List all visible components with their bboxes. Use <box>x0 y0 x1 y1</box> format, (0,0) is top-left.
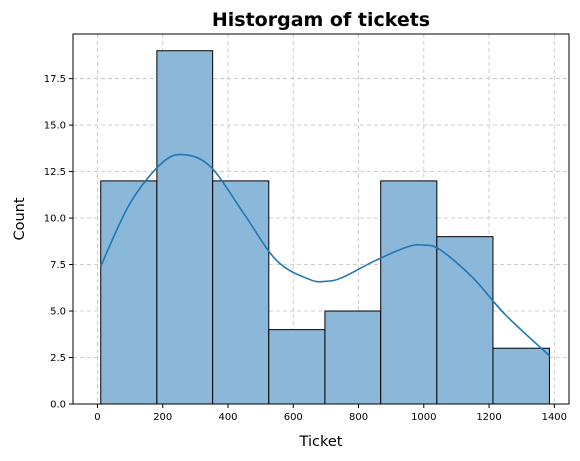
x-axis-label: Ticket <box>299 434 343 450</box>
y-tick-label: 12.5 <box>44 167 66 178</box>
x-tick-label: 0 <box>94 412 100 423</box>
x-tick-label: 800 <box>349 412 368 423</box>
histogram-bar <box>213 181 269 404</box>
y-tick-label: 15.0 <box>44 121 66 132</box>
y-tick-label: 2.5 <box>50 353 66 364</box>
y-tick-label: 7.5 <box>50 260 66 271</box>
histogram-bar <box>437 237 493 404</box>
x-tick-label: 1000 <box>411 412 436 423</box>
x-axis-ticks: 0 200 400 600 800 1000 1200 1400 <box>94 404 567 423</box>
x-tick-label: 1200 <box>476 412 501 423</box>
y-tick-label: 0.0 <box>50 400 66 411</box>
histogram-bar <box>157 51 213 404</box>
y-axis-ticks: 0.0 2.5 5.0 7.5 10.0 12.5 15.0 17.5 <box>44 74 73 410</box>
x-tick-label: 600 <box>284 412 303 423</box>
histogram-bar <box>493 348 549 404</box>
y-tick-label: 5.0 <box>50 307 66 318</box>
histogram-bar <box>381 181 437 404</box>
x-tick-label: 400 <box>218 412 237 423</box>
y-tick-label: 17.5 <box>44 74 66 85</box>
histogram-bars <box>101 51 550 404</box>
chart-title: Historgam of tickets <box>212 9 430 31</box>
histogram-bar <box>101 181 157 404</box>
x-tick-label: 1400 <box>542 412 567 423</box>
x-tick-label: 200 <box>153 412 172 423</box>
y-tick-label: 10.0 <box>44 214 66 225</box>
y-axis-label: Count <box>12 197 28 240</box>
histogram-bar <box>325 311 381 404</box>
histogram-bar <box>269 330 325 404</box>
